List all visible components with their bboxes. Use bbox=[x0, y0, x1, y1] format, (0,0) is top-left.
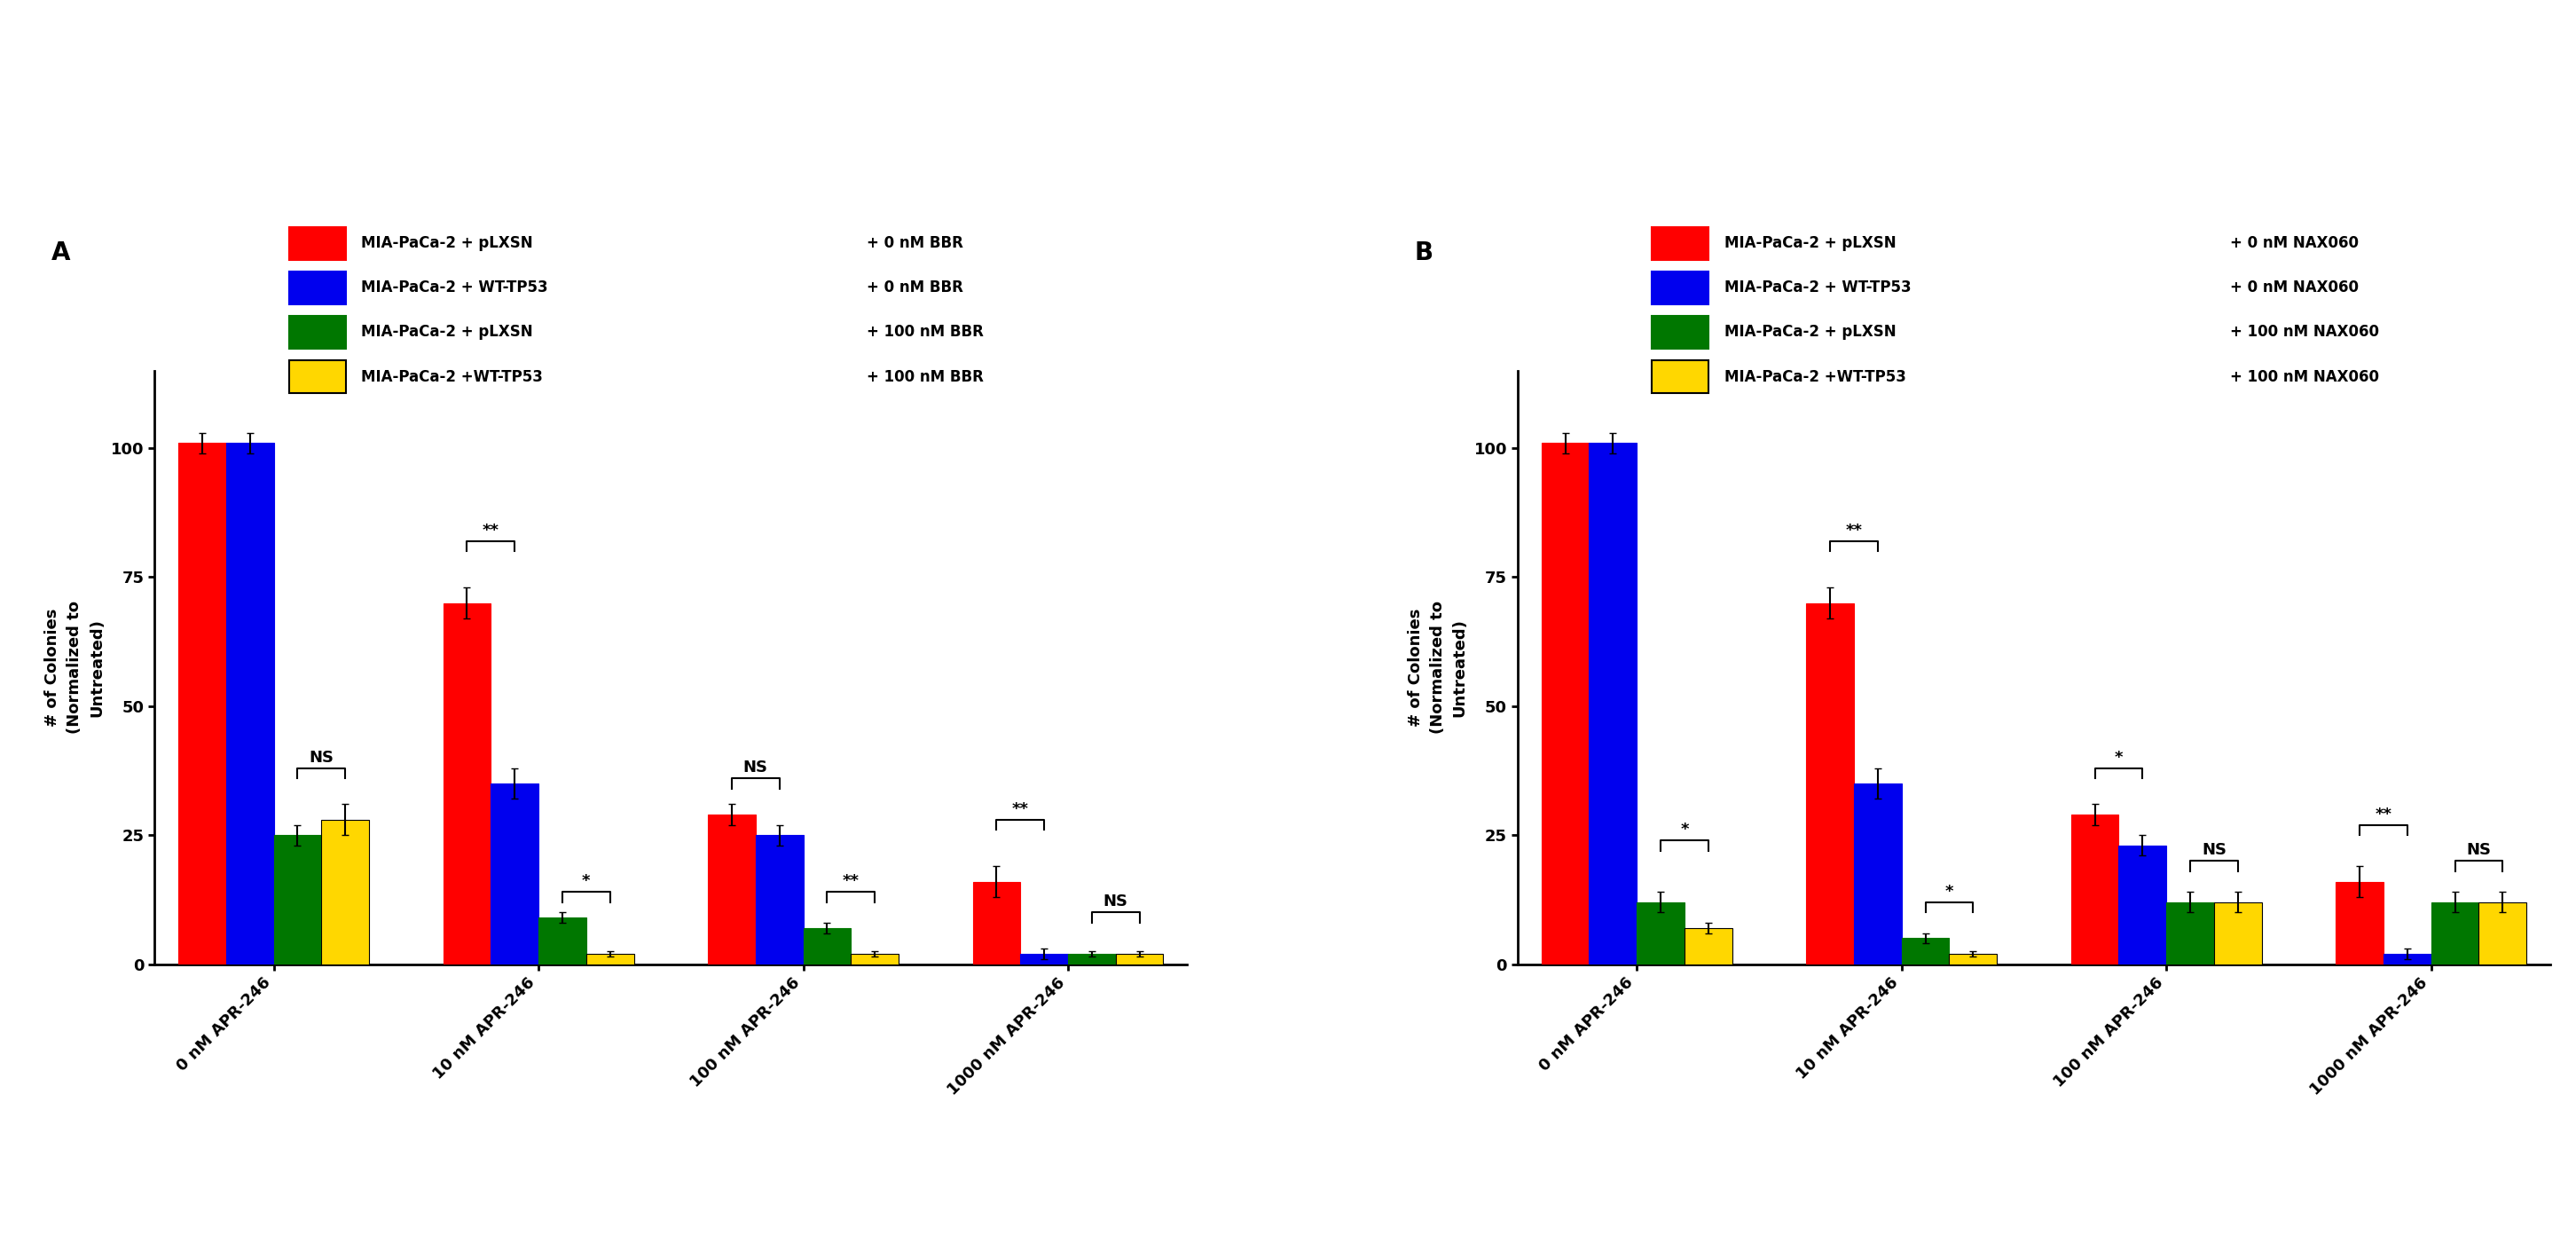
Text: + 100 nM NAX060: + 100 nM NAX060 bbox=[2231, 368, 2380, 384]
Y-axis label: # of Colonies
(Normalized to
Untreated): # of Colonies (Normalized to Untreated) bbox=[1406, 601, 1468, 734]
Bar bbox=[273, 836, 322, 964]
Bar bbox=[1651, 272, 1708, 304]
Bar bbox=[1901, 938, 1950, 964]
Text: MIA-PaCa-2 + WT-TP53: MIA-PaCa-2 + WT-TP53 bbox=[361, 279, 549, 295]
Text: + 0 nM NAX060: + 0 nM NAX060 bbox=[2231, 235, 2360, 251]
Bar bbox=[2432, 902, 2478, 964]
Bar bbox=[289, 227, 345, 260]
Text: A: A bbox=[52, 240, 70, 266]
Text: NS: NS bbox=[744, 760, 768, 776]
Bar bbox=[1589, 442, 1636, 964]
Bar bbox=[2213, 902, 2262, 964]
Bar bbox=[850, 954, 899, 964]
Text: + 100 nM NAX060: + 100 nM NAX060 bbox=[2231, 324, 2380, 340]
Bar bbox=[2336, 881, 2383, 964]
Text: *: * bbox=[1945, 884, 1953, 900]
Bar bbox=[1685, 928, 1731, 964]
Bar bbox=[1855, 784, 1901, 964]
Text: NS: NS bbox=[1103, 894, 1128, 910]
Bar bbox=[1020, 954, 1069, 964]
Text: MIA-PaCa-2 + pLXSN: MIA-PaCa-2 + pLXSN bbox=[361, 324, 533, 340]
Text: + 100 nM BBR: + 100 nM BBR bbox=[868, 368, 984, 384]
Bar bbox=[322, 819, 368, 964]
Bar bbox=[1806, 603, 1855, 964]
Text: MIA-PaCa-2 + pLXSN: MIA-PaCa-2 + pLXSN bbox=[361, 235, 533, 251]
Text: B: B bbox=[1414, 240, 1432, 266]
Text: **: ** bbox=[482, 523, 500, 539]
Bar bbox=[2071, 815, 2117, 964]
Text: *: * bbox=[1680, 822, 1690, 838]
Bar bbox=[708, 815, 755, 964]
Text: NS: NS bbox=[2202, 843, 2226, 858]
Bar bbox=[289, 272, 345, 304]
Bar bbox=[2478, 902, 2527, 964]
Text: NS: NS bbox=[2465, 843, 2491, 858]
Y-axis label: # of Colonies
(Normalized to
Untreated): # of Colonies (Normalized to Untreated) bbox=[44, 601, 106, 734]
Text: NS: NS bbox=[309, 749, 335, 765]
Text: + 0 nM BBR: + 0 nM BBR bbox=[868, 235, 963, 251]
Text: MIA-PaCa-2 + WT-TP53: MIA-PaCa-2 + WT-TP53 bbox=[1723, 279, 1911, 295]
Text: MIA-PaCa-2 +WT-TP53: MIA-PaCa-2 +WT-TP53 bbox=[361, 368, 544, 384]
Text: + 0 nM NAX060: + 0 nM NAX060 bbox=[2231, 279, 2360, 295]
Bar bbox=[1636, 902, 1685, 964]
Bar bbox=[755, 836, 804, 964]
Bar bbox=[2383, 954, 2432, 964]
Text: **: ** bbox=[2375, 806, 2393, 822]
Text: *: * bbox=[582, 874, 590, 889]
Text: MIA-PaCa-2 +WT-TP53: MIA-PaCa-2 +WT-TP53 bbox=[1723, 368, 1906, 384]
Text: + 0 nM BBR: + 0 nM BBR bbox=[868, 279, 963, 295]
Bar bbox=[2117, 845, 2166, 964]
Bar bbox=[1651, 227, 1708, 260]
Text: MIA-PaCa-2 + pLXSN: MIA-PaCa-2 + pLXSN bbox=[1723, 324, 1896, 340]
Bar bbox=[2166, 902, 2213, 964]
Bar bbox=[1651, 316, 1708, 349]
Bar bbox=[1540, 442, 1589, 964]
Text: **: ** bbox=[842, 874, 860, 889]
Bar bbox=[804, 928, 850, 964]
Bar bbox=[227, 442, 273, 964]
Bar bbox=[1069, 954, 1115, 964]
Bar bbox=[1651, 361, 1708, 393]
Bar bbox=[1950, 954, 1996, 964]
Bar bbox=[1115, 954, 1164, 964]
Bar bbox=[492, 784, 538, 964]
Bar bbox=[974, 881, 1020, 964]
Bar bbox=[538, 917, 587, 964]
Bar bbox=[443, 603, 492, 964]
Text: **: ** bbox=[1844, 523, 1862, 539]
Text: + 100 nM BBR: + 100 nM BBR bbox=[868, 324, 984, 340]
Text: MIA-PaCa-2 + pLXSN: MIA-PaCa-2 + pLXSN bbox=[1723, 235, 1896, 251]
Bar bbox=[587, 954, 634, 964]
Bar bbox=[289, 361, 345, 393]
Text: *: * bbox=[2115, 749, 2123, 765]
Bar bbox=[289, 316, 345, 349]
Text: **: ** bbox=[1012, 801, 1028, 817]
Bar bbox=[178, 442, 227, 964]
